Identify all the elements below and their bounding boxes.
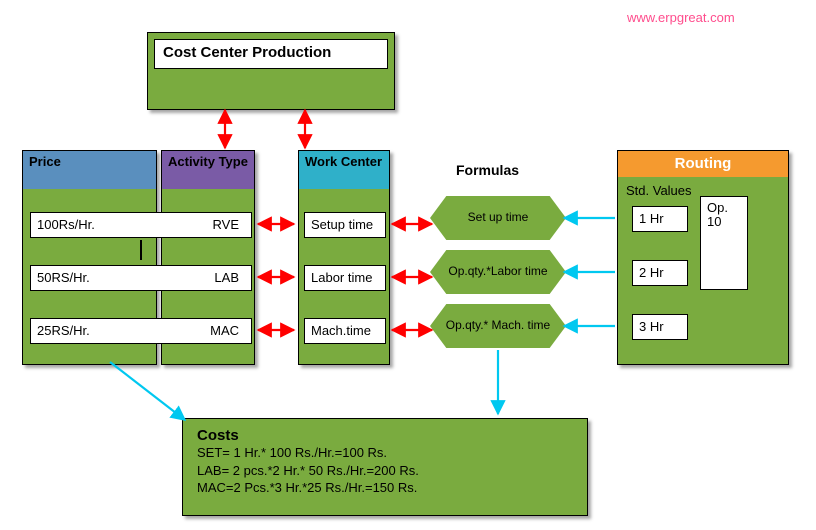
- formula-hex-2: Op.qty.*Labor time: [430, 250, 566, 294]
- row-divider-tick: [140, 240, 142, 260]
- routing-header: Routing: [618, 151, 788, 177]
- formula-hex-1-label: Set up time: [468, 211, 529, 225]
- price-value-2: 50RS/Hr.: [37, 270, 90, 285]
- activity-value-2: LAB: [214, 270, 239, 285]
- routing-std-3: 3 Hr: [632, 314, 688, 340]
- workcenter-field-3: Mach.time: [304, 318, 386, 344]
- routing-std-2: 2 Hr: [632, 260, 688, 286]
- formula-hex-1: Set up time: [430, 196, 566, 240]
- formulas-title: Formulas: [456, 162, 519, 178]
- costs-line-2: LAB= 2 pcs.*2 Hr.* 50 Rs./Hr.=200 Rs.: [197, 462, 573, 480]
- costs-line-1: SET= 1 Hr.* 100 Rs./Hr.=100 Rs.: [197, 444, 573, 462]
- price-activity-row-1: 100Rs/Hr. RVE: [30, 212, 252, 238]
- workcenter-field-1: Setup time: [304, 212, 386, 238]
- price-activity-row-3: 25RS/Hr. MAC: [30, 318, 252, 344]
- routing-std-1: 1 Hr: [632, 206, 688, 232]
- workcenter-field-2: Labor time: [304, 265, 386, 291]
- cost-center-box: Cost Center Production: [147, 32, 395, 110]
- formula-hex-3-label: Op.qty.* Mach. time: [446, 319, 550, 333]
- price-value-3: 25RS/Hr.: [37, 323, 90, 338]
- costs-line-3: MAC=2 Pcs.*3 Hr.*25 Rs./Hr.=150 Rs.: [197, 479, 573, 497]
- workcenter-header: Work Center: [299, 151, 389, 189]
- cost-center-title: Cost Center Production: [154, 39, 388, 69]
- costs-title: Costs: [197, 427, 573, 444]
- routing-op-box: Op. 10: [700, 196, 748, 290]
- activity-value-1: RVE: [213, 217, 240, 232]
- formula-hex-3: Op.qty.* Mach. time: [430, 304, 566, 348]
- activity-header: Activity Type: [162, 151, 254, 189]
- costs-panel: Costs SET= 1 Hr.* 100 Rs./Hr.=100 Rs. LA…: [182, 418, 588, 516]
- routing-std-label: Std. Values: [626, 183, 692, 198]
- price-header: Price: [23, 151, 156, 189]
- source-url: www.erpgreat.com: [627, 10, 735, 25]
- activity-value-3: MAC: [210, 323, 239, 338]
- formula-hex-2-label: Op.qty.*Labor time: [448, 265, 547, 279]
- price-value-1: 100Rs/Hr.: [37, 217, 95, 232]
- price-activity-row-2: 50RS/Hr. LAB: [30, 265, 252, 291]
